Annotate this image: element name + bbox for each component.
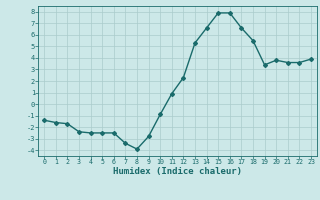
X-axis label: Humidex (Indice chaleur): Humidex (Indice chaleur) bbox=[113, 167, 242, 176]
